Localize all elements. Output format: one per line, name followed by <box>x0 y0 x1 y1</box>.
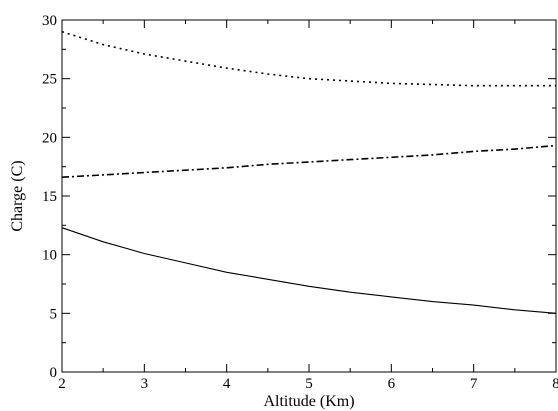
series-layer <box>61 30 557 314</box>
plot-area <box>61 19 557 373</box>
x-tick-label: 2 <box>58 376 66 392</box>
series-line-dotted <box>61 30 556 87</box>
axes: 2 3 4 5 6 7 8 0 5 10 15 20 25 30 <box>42 13 558 392</box>
series-line-dash-dot <box>61 144 557 178</box>
y-tick-label: 15 <box>42 189 57 205</box>
x-tick-label: 3 <box>141 376 149 392</box>
y-tick-label: 5 <box>50 306 58 322</box>
y-tick-label: 10 <box>42 248 57 264</box>
plot-frame <box>61 19 557 373</box>
x-axis-label: Altitude (Km) <box>263 393 354 410</box>
y-axis-label: Charge (C) <box>9 160 26 231</box>
y-tick-label: 25 <box>42 72 57 88</box>
x-tick-label: 7 <box>470 376 478 392</box>
y-tick-label: 0 <box>50 365 58 381</box>
y-tick-label: 30 <box>42 13 57 29</box>
x-tick-label: 5 <box>305 376 313 392</box>
x-tick-label: 8 <box>552 376 558 392</box>
x-tick-label: 4 <box>223 376 231 392</box>
x-tick-label: 6 <box>388 376 396 392</box>
series-line-solid <box>61 227 557 314</box>
y-tick-label: 20 <box>42 130 57 146</box>
